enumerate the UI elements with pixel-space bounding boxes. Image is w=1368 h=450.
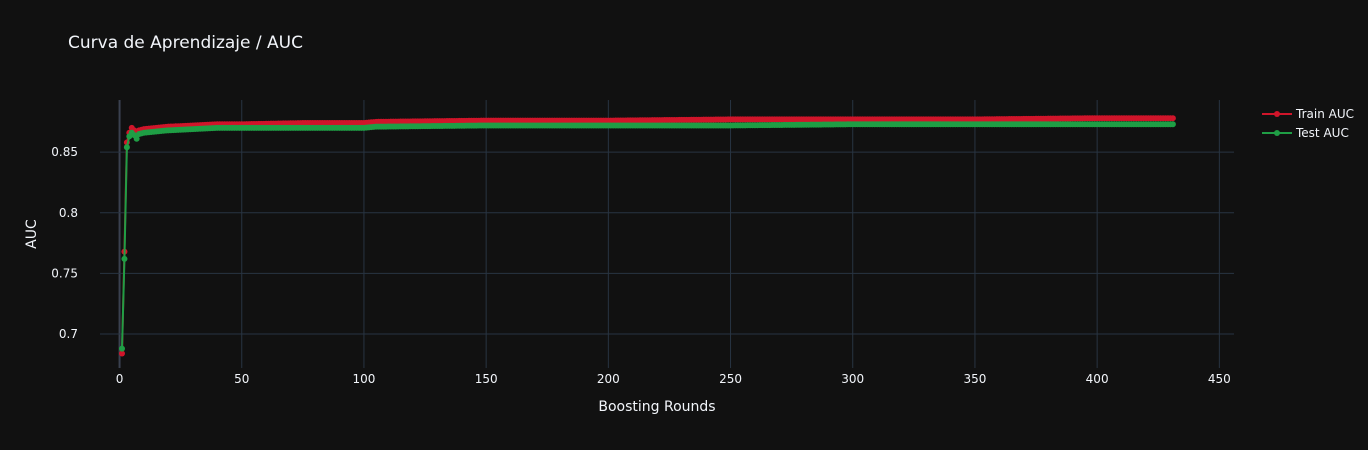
data-point bbox=[1169, 121, 1176, 128]
x-tick-label: 250 bbox=[719, 372, 742, 386]
x-tick-label: 200 bbox=[597, 372, 620, 386]
x-tick-label: 300 bbox=[841, 372, 864, 386]
legend-swatch-marker[interactable] bbox=[1274, 130, 1280, 136]
data-point bbox=[119, 345, 125, 352]
x-tick-label: 0 bbox=[116, 372, 124, 386]
y-tick-label: 0.8 bbox=[59, 206, 78, 220]
data-point bbox=[1169, 115, 1176, 122]
x-tick-label: 450 bbox=[1208, 372, 1231, 386]
data-point bbox=[123, 144, 130, 151]
legend-label[interactable]: Test AUC bbox=[1295, 126, 1349, 140]
data-point bbox=[121, 255, 128, 262]
legend-swatch-marker[interactable] bbox=[1274, 111, 1280, 117]
data-point bbox=[133, 135, 140, 142]
y-tick-label: 0.85 bbox=[51, 145, 78, 159]
legend-label[interactable]: Train AUC bbox=[1295, 107, 1354, 121]
x-tick-label: 400 bbox=[1086, 372, 1109, 386]
x-axis-title: Boosting Rounds bbox=[598, 399, 715, 415]
x-tick-label: 150 bbox=[475, 372, 498, 386]
y-tick-label: 0.75 bbox=[51, 266, 78, 280]
y-tick-label: 0.7 bbox=[59, 327, 78, 341]
data-point bbox=[119, 350, 125, 357]
y-axis-title: AUC bbox=[24, 219, 40, 249]
series-line-0 bbox=[121, 117, 1173, 354]
x-tick-label: 350 bbox=[963, 372, 986, 386]
series-line-1 bbox=[121, 123, 1173, 349]
x-tick-label: 50 bbox=[234, 372, 249, 386]
x-tick-label: 100 bbox=[352, 372, 375, 386]
chart-title: Curva de Aprendizaje / AUC bbox=[68, 33, 303, 53]
